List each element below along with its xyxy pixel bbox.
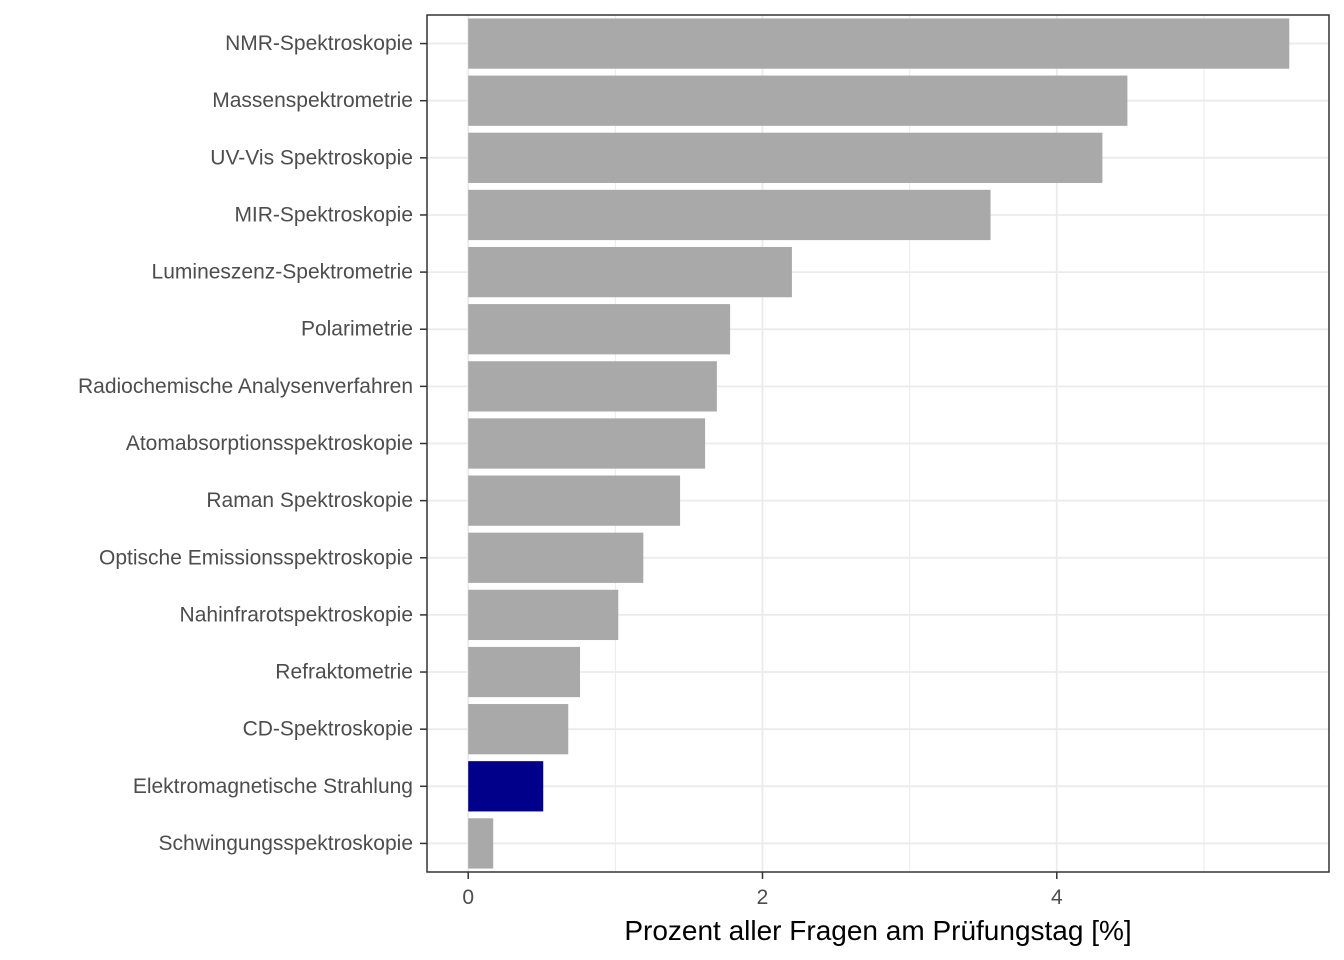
x-axis: 0 2 4 bbox=[462, 872, 1063, 909]
x-axis-title: Prozent aller Fragen am Prüfungstag [%] bbox=[624, 915, 1131, 946]
bar bbox=[468, 589, 619, 641]
bar bbox=[468, 818, 494, 869]
y-tick-label: Schwingungsspektroskopie bbox=[159, 832, 413, 855]
y-tick-label: Optische Emissionsspektroskopie bbox=[99, 546, 413, 569]
y-tick-label: MIR-Spektroskopie bbox=[234, 203, 413, 226]
bar bbox=[468, 189, 991, 241]
y-tick-label: Radiochemische Analysenverfahren bbox=[78, 375, 413, 398]
bar bbox=[468, 646, 581, 698]
bars bbox=[468, 18, 1290, 869]
bar bbox=[468, 246, 792, 298]
y-tick-label: Elektromagnetische Strahlung bbox=[133, 775, 413, 798]
y-axis: NMR-Spektroskopie Massenspektrometrie UV-V… bbox=[78, 32, 427, 855]
bar bbox=[468, 304, 731, 355]
y-tick-label: Refraktometrie bbox=[275, 661, 413, 684]
y-tick-label: UV-Vis Spektroskopie bbox=[210, 146, 413, 169]
bar bbox=[468, 475, 681, 526]
bar bbox=[468, 361, 717, 412]
y-tick-label: Lumineszenz-Spektrometrie bbox=[152, 261, 413, 284]
y-tick-label: Massenspektrometrie bbox=[212, 89, 413, 112]
y-tick-label: NMR-Spektroskopie bbox=[225, 32, 413, 55]
x-tick-label: 4 bbox=[1051, 886, 1063, 909]
bar bbox=[468, 704, 569, 755]
y-tick-label: Nahinfrarotspektroskopie bbox=[180, 603, 413, 626]
y-tick-label: Atomabsorptionsspektroskopie bbox=[126, 432, 413, 455]
bar bbox=[468, 532, 644, 583]
y-tick-label: CD-Spektroskopie bbox=[243, 718, 413, 741]
bar bbox=[468, 75, 1128, 126]
x-tick-label: 0 bbox=[462, 886, 474, 909]
bar bbox=[468, 761, 544, 812]
bar bbox=[468, 18, 1290, 69]
x-tick-label: 2 bbox=[757, 886, 769, 909]
bar bbox=[468, 418, 706, 469]
y-tick-label: Raman Spektroskopie bbox=[206, 489, 413, 512]
bar bbox=[468, 132, 1103, 183]
y-tick-label: Polarimetrie bbox=[301, 318, 413, 341]
